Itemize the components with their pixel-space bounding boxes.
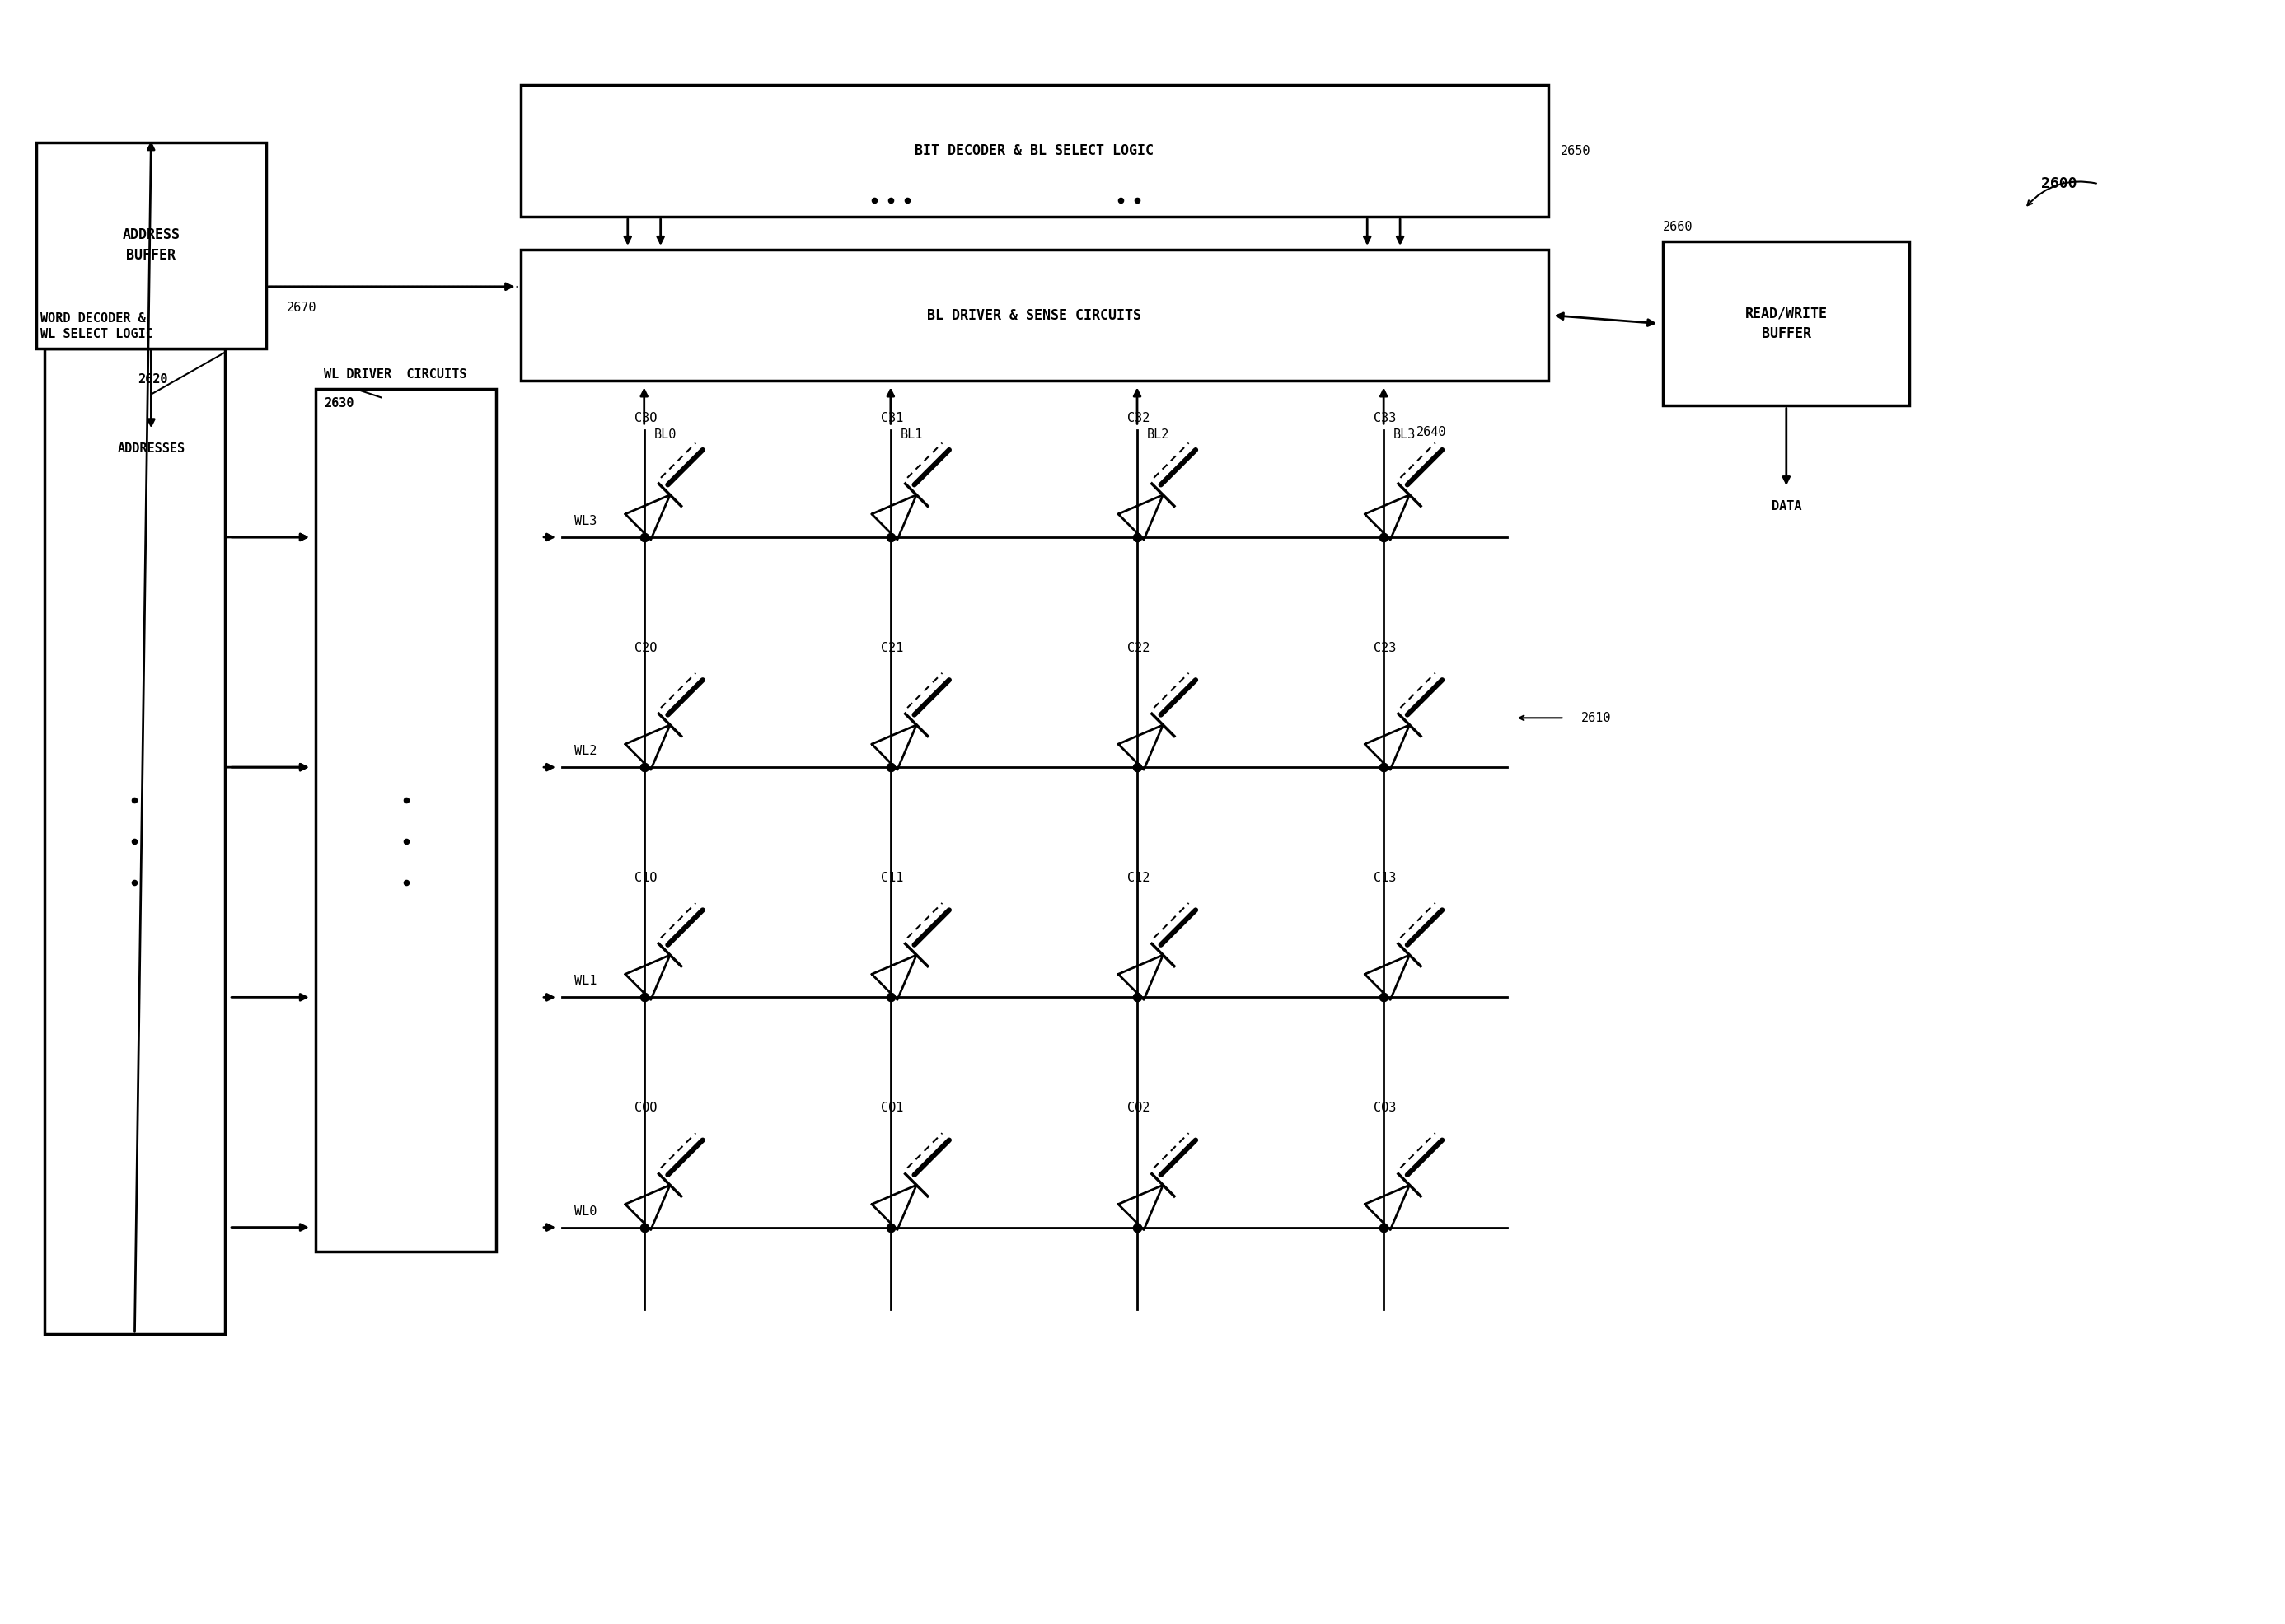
Point [873,754,909,780]
Text: WL2: WL2 [574,745,596,757]
Text: 2640: 2640 [1417,425,1446,438]
Point [1120,1215,1156,1241]
Text: 2610: 2610 [1581,711,1611,724]
Point [1120,187,1156,213]
Text: READ/WRITE
BUFFER: READ/WRITE BUFFER [1746,305,1828,341]
Point [626,984,663,1010]
Text: ADDRESS
BUFFER: ADDRESS BUFFER [123,227,181,263]
Text: WL DRIVER  CIRCUITS: WL DRIVER CIRCUITS [324,369,466,382]
Point [388,788,425,814]
Text: CO1: CO1 [882,1103,903,1114]
Text: DATA: DATA [1771,500,1801,513]
Point [1120,525,1156,551]
Text: BL0: BL0 [654,429,676,442]
Text: 2660: 2660 [1663,221,1693,234]
Text: 2620: 2620 [137,374,167,385]
Text: 2670: 2670 [286,302,318,313]
Point [117,828,153,854]
Text: BL2: BL2 [1147,429,1170,442]
FancyBboxPatch shape [37,143,265,348]
Point [626,525,663,551]
Text: BL3: BL3 [1394,429,1417,442]
Point [1366,525,1403,551]
Point [1366,1215,1403,1241]
Point [889,187,925,213]
Point [857,187,893,213]
Text: C1O: C1O [635,872,658,885]
Point [1101,187,1138,213]
Text: WORD DECODER &
WL SELECT LOGIC: WORD DECODER & WL SELECT LOGIC [41,312,153,339]
Text: C32: C32 [1127,412,1149,424]
Text: BL1: BL1 [900,429,923,442]
Text: 2630: 2630 [324,398,354,409]
Text: C11: C11 [882,872,903,885]
FancyBboxPatch shape [521,86,1547,216]
Text: BL DRIVER & SENSE CIRCUITS: BL DRIVER & SENSE CIRCUITS [928,309,1142,323]
Text: ADDRESSES: ADDRESSES [117,443,185,455]
Text: C3O: C3O [635,412,658,424]
Point [873,525,909,551]
Text: C12: C12 [1127,872,1149,885]
FancyBboxPatch shape [1663,242,1910,406]
Text: 2600: 2600 [2041,177,2077,192]
Text: C33: C33 [1373,412,1396,424]
Point [117,788,153,814]
Text: C31: C31 [882,412,903,424]
Text: BIT DECODER & BL SELECT LOGIC: BIT DECODER & BL SELECT LOGIC [914,143,1154,159]
Text: WL1: WL1 [574,974,596,987]
FancyBboxPatch shape [521,250,1547,382]
Text: C22: C22 [1127,641,1149,654]
Text: COO: COO [635,1103,658,1114]
Point [1120,754,1156,780]
Point [873,984,909,1010]
Text: C2O: C2O [635,641,658,654]
Text: C21: C21 [882,641,903,654]
Text: CO3: CO3 [1373,1103,1396,1114]
Point [388,828,425,854]
Text: WL0: WL0 [574,1205,596,1218]
Text: 2650: 2650 [1561,145,1590,158]
Point [388,869,425,895]
FancyBboxPatch shape [315,390,496,1252]
FancyBboxPatch shape [43,348,226,1335]
Text: C13: C13 [1373,872,1396,885]
Text: WL3: WL3 [574,515,596,528]
Point [117,869,153,895]
Text: C23: C23 [1373,641,1396,654]
Point [873,1215,909,1241]
Point [626,1215,663,1241]
Point [1120,984,1156,1010]
Text: CO2: CO2 [1127,1103,1149,1114]
Point [1366,984,1403,1010]
Point [1366,754,1403,780]
Point [873,187,909,213]
Point [626,754,663,780]
